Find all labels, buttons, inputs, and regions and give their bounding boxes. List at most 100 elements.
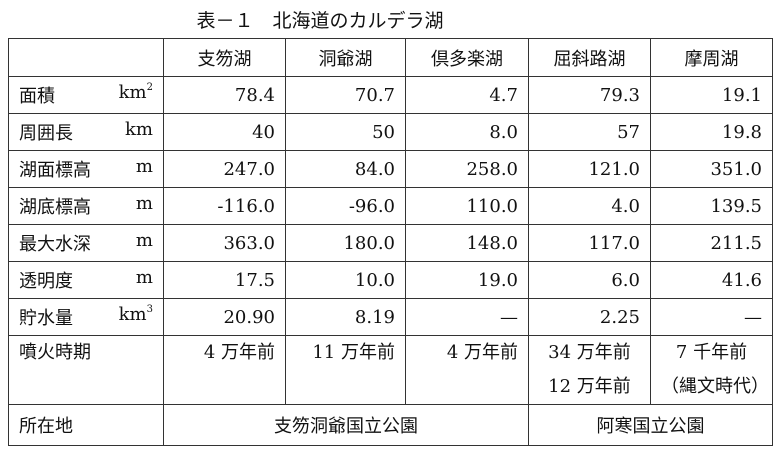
row-label: 湖面標高 — [19, 160, 91, 181]
row-label-cell: 貯水量 km3 — [8, 298, 164, 336]
value-cell: 351.0 — [650, 150, 773, 188]
value-cell: 4 万年前 — [163, 335, 286, 405]
row-unit: m — [136, 230, 153, 251]
row-unit: km — [125, 119, 153, 140]
row-label-cell: 湖面標高 m — [8, 150, 164, 188]
location-cell: 支笏洞爺国立公園 — [163, 404, 529, 446]
value-cell: 211.5 — [650, 224, 773, 262]
value-cell: 4 万年前 — [405, 335, 529, 405]
row-label-cell: 噴火時期 — [8, 335, 164, 405]
row-label: 最大水深 — [19, 234, 91, 255]
data-row: 最大水深 m 363.0 180.0 148.0 117.0 211.5 — [8, 224, 773, 262]
unit-superscript: 3 — [146, 304, 153, 315]
row-unit: km2 — [119, 82, 153, 103]
value-cell: 117.0 — [528, 224, 651, 262]
data-row: 貯水量 km3 20.90 8.19—2.25— — [8, 298, 773, 336]
unit-text: m — [135, 193, 153, 214]
value-cell: -116.0 — [163, 187, 286, 225]
corner-cell — [8, 38, 164, 77]
header-row: 支笏湖 洞爺湖 倶多楽湖 屈斜路湖 摩周湖 — [8, 38, 773, 77]
value-cell: 78.4 — [163, 76, 286, 114]
value-line: 12 万年前 — [548, 376, 631, 397]
value-cell: 4.7 — [405, 76, 529, 114]
row-label-cell: 所在地 — [8, 404, 164, 446]
value-line: 34 万年前 — [548, 342, 631, 363]
value-cell: 363.0 — [163, 224, 286, 262]
header-cell: 支笏湖 — [163, 38, 286, 77]
value-line: （縄文時代） — [661, 376, 769, 397]
row-unit: m — [136, 193, 153, 214]
header-cell: 摩周湖 — [650, 38, 773, 77]
unit-text: m — [135, 156, 153, 177]
row-label-cell: 透明度 m — [8, 261, 164, 299]
row-unit: m — [136, 156, 153, 177]
row-unit: km3 — [119, 304, 153, 325]
value-cell: 110.0 — [405, 187, 529, 225]
value-line: 7 千年前 — [675, 342, 748, 363]
header-cell: 洞爺湖 — [285, 38, 406, 77]
data-row: 面積 km2 78.4 70.7 4.7 79.3 19.1 — [8, 76, 773, 114]
value-cell: 41.6 — [650, 261, 773, 299]
value-cell: 4.0 — [528, 187, 651, 225]
value-cell: 34 万年前 12 万年前 — [528, 335, 651, 405]
value-cell: 17.5 — [163, 261, 286, 299]
value-cell: 57 — [528, 113, 651, 151]
location-cell: 阿寒国立公園 — [528, 404, 773, 446]
data-row: 透明度 m 17.5 10.0 19.0 6.0 41.6 — [8, 261, 773, 299]
table-title: 表－１ 北海道のカルデラ湖 — [196, 10, 444, 32]
value-cell: 19.8 — [650, 113, 773, 151]
value-cell: 8.0 — [405, 113, 529, 151]
unit-text: m — [135, 267, 153, 288]
value-cell: 40 — [163, 113, 286, 151]
row-label: 貯水量 — [19, 308, 73, 329]
unit-text: m — [135, 230, 153, 251]
value-cell: 84.0 — [285, 150, 406, 188]
row-label-cell: 周囲長 km — [8, 113, 164, 151]
unit-text: km — [125, 119, 153, 140]
value-cell: 19.0 — [405, 261, 529, 299]
row-label-cell: 湖底標高 m — [8, 187, 164, 225]
value-cell: 11 万年前 — [285, 335, 406, 405]
location-row: 所在地 支笏洞爺国立公園 阿寒国立公園 — [8, 404, 773, 446]
value-cell: 148.0 — [405, 224, 529, 262]
value-line: 4 万年前 — [446, 342, 518, 363]
table: 支笏湖 洞爺湖 倶多楽湖 屈斜路湖 摩周湖 面積 km2 78.4 70.7 4.7 79.3 19.… — [8, 38, 773, 446]
value-cell: 19.1 — [650, 76, 773, 114]
value-cell: 2.25 — [528, 298, 651, 336]
value-cell: 20.90 — [163, 298, 286, 336]
header-cell: 屈斜路湖 — [528, 38, 651, 77]
value-cell: 247.0 — [163, 150, 286, 188]
value-cell: 8.19 — [285, 298, 406, 336]
eruption-row: 噴火時期 4 万年前 11 万年前 4 万年前 34 万年前 12 万年前 7 千年前 （縄文… — [8, 335, 773, 405]
row-label-cell: 最大水深 m — [8, 224, 164, 262]
row-unit: m — [136, 267, 153, 288]
value-cell: — — [405, 298, 529, 336]
value-cell: 6.0 — [528, 261, 651, 299]
unit-text: km — [118, 304, 147, 325]
value-cell: 50 — [285, 113, 406, 151]
value-line: 4 万年前 — [203, 342, 275, 363]
row-label: 周囲長 — [19, 123, 73, 144]
value-cell: 79.3 — [528, 76, 651, 114]
unit-text: km — [118, 82, 147, 103]
unit-superscript: 2 — [146, 82, 153, 93]
row-label: 湖底標高 — [19, 197, 91, 218]
data-row: 湖底標高 m -116.0 -96.0 110.0 4.0 139.5 — [8, 187, 773, 225]
value-cell: 180.0 — [285, 224, 406, 262]
row-label-cell: 面積 km2 — [8, 76, 164, 114]
row-label: 面積 — [19, 86, 55, 107]
header-cell: 倶多楽湖 — [405, 38, 529, 77]
value-cell: 70.7 — [285, 76, 406, 114]
data-row: 周囲長 km 40 50 8.0 57 19.8 — [8, 113, 773, 151]
value-cell: 10.0 — [285, 261, 406, 299]
value-cell: -96.0 — [285, 187, 406, 225]
value-cell: 258.0 — [405, 150, 529, 188]
row-label: 透明度 — [19, 271, 73, 292]
value-line: 11 万年前 — [312, 342, 395, 363]
value-cell: — — [650, 298, 773, 336]
data-row: 湖面標高 m 247.0 84.0 258.0 121.0 351.0 — [8, 150, 773, 188]
value-cell: 7 千年前 （縄文時代） — [650, 335, 773, 405]
value-cell: 121.0 — [528, 150, 651, 188]
value-cell: 139.5 — [650, 187, 773, 225]
